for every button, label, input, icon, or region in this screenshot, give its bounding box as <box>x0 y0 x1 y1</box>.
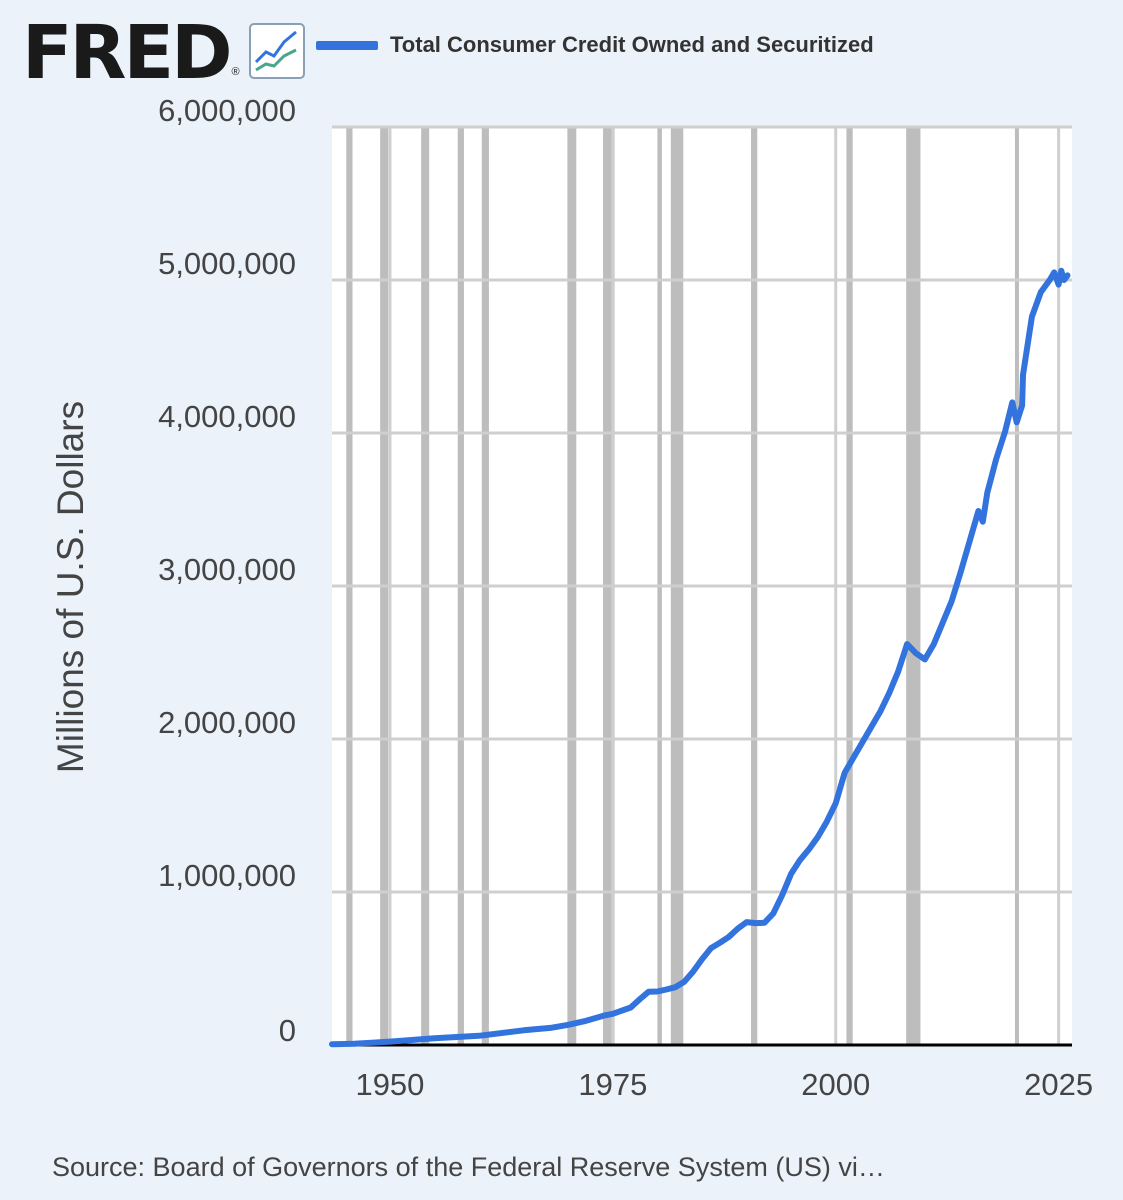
y-tick-label: 4,000,000 <box>158 399 296 434</box>
x-axis-ticks: 1950 1975 2000 2025 <box>355 1067 1093 1102</box>
y-tick-label: 1,000,000 <box>158 858 296 893</box>
y-tick-label: 3,000,000 <box>158 552 296 587</box>
legend[interactable]: Total Consumer Credit Owned and Securiti… <box>316 32 874 58</box>
series-line[interactable] <box>329 267 1071 1048</box>
y-axis-label: Millions of U.S. Dollars <box>50 401 91 773</box>
fred-logo-row[interactable]: FRED ® <box>22 10 306 96</box>
y-tick-label: 0 <box>279 1013 296 1048</box>
x-tick-label: 2025 <box>1024 1067 1093 1102</box>
legend-swatch <box>316 40 378 50</box>
fred-logo: FRED <box>22 10 233 96</box>
y-tick-label: 5,000,000 <box>158 246 296 281</box>
source-note: Source: Board of Governors of the Federa… <box>52 1152 885 1182</box>
trend-lines-icon <box>248 22 306 85</box>
grid <box>332 125 1072 1045</box>
x-tick-label: 1950 <box>355 1067 424 1102</box>
y-tick-label: 6,000,000 <box>158 93 296 128</box>
chart[interactable]: 0 1,000,000 2,000,000 3,000,000 4,000,000 5,0… <box>0 0 1123 1140</box>
legend-label: Total Consumer Credit Owned and Securiti… <box>390 32 874 57</box>
x-tick-label: 1975 <box>578 1067 647 1102</box>
registered-mark: ® <box>231 66 240 78</box>
y-tick-label: 2,000,000 <box>158 705 296 740</box>
y-axis-ticks: 0 1,000,000 2,000,000 3,000,000 4,000,000 5,0… <box>158 93 296 1048</box>
x-tick-label: 2000 <box>801 1067 870 1102</box>
